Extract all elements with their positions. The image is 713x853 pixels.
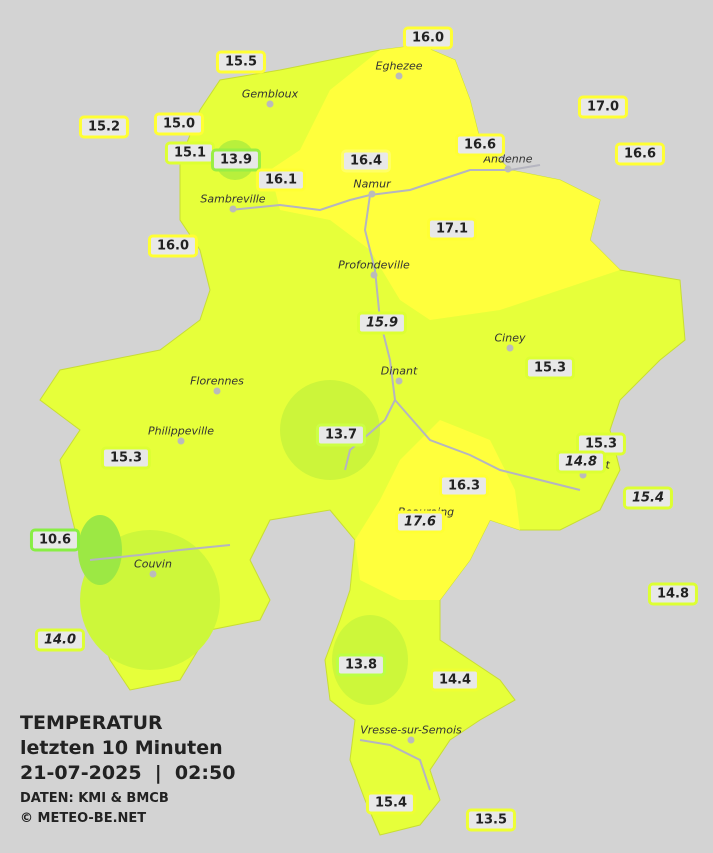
warm-zone bbox=[355, 420, 520, 600]
city-label: Couvin bbox=[134, 557, 172, 571]
station-temperature: 14.0 bbox=[34, 628, 86, 652]
city-dot bbox=[177, 437, 185, 445]
city-label: Profondeville bbox=[338, 258, 410, 272]
station-temperature: 16.0 bbox=[147, 234, 199, 258]
river bbox=[394, 399, 581, 491]
city-label: Florennes bbox=[190, 374, 244, 388]
city-dot bbox=[149, 570, 157, 578]
station-temperature: 17.0 bbox=[577, 95, 629, 119]
city-label: Namur bbox=[353, 177, 391, 191]
city-dot bbox=[266, 100, 274, 108]
river bbox=[229, 164, 541, 212]
station-temperature: 16.4 bbox=[340, 149, 392, 173]
city-dot bbox=[395, 377, 403, 385]
station-temperature: 14.8 bbox=[647, 582, 699, 606]
station-temperature: 17.1 bbox=[426, 217, 478, 241]
legend-datetime: 21-07-2025 | 02:50 bbox=[20, 762, 236, 784]
river bbox=[359, 739, 431, 791]
city-dot bbox=[368, 190, 376, 198]
city-label: Sambreville bbox=[200, 192, 266, 206]
station-temperature: 15.0 bbox=[153, 112, 205, 136]
station-temperature: 16.3 bbox=[438, 474, 490, 498]
city-dot bbox=[407, 736, 415, 744]
station-temperature: 15.5 bbox=[215, 50, 267, 74]
city-dot bbox=[213, 387, 221, 395]
city-label: Dinant bbox=[380, 364, 418, 378]
legend-period: letzten 10 Minuten bbox=[20, 737, 223, 759]
city-label: Ciney bbox=[494, 331, 526, 345]
legend-credit: © METEO-BE.NET bbox=[20, 811, 147, 826]
station-temperature: 13.8 bbox=[335, 653, 387, 677]
station-temperature: 16.1 bbox=[255, 168, 307, 192]
legend-source: DATEN: KMI & BMCB bbox=[20, 791, 169, 806]
station-temperature: 17.6 bbox=[394, 510, 446, 534]
city-dot bbox=[370, 271, 378, 279]
city-label: Philippeville bbox=[148, 424, 214, 438]
city-label: Eghezee bbox=[375, 59, 423, 73]
station-temperature: 15.9 bbox=[356, 311, 408, 335]
station-temperature: 13.9 bbox=[210, 148, 262, 172]
station-temperature: 14.8 bbox=[555, 450, 607, 474]
warm-zone bbox=[270, 45, 620, 320]
legend-title: TEMPERATUR bbox=[20, 712, 163, 734]
station-temperature: 13.7 bbox=[315, 423, 367, 447]
station-temperature: 15.4 bbox=[622, 486, 674, 510]
city-dot bbox=[504, 165, 512, 173]
station-temperature: 10.6 bbox=[29, 528, 81, 552]
city-dot bbox=[229, 205, 237, 213]
river bbox=[89, 544, 231, 561]
station-temperature: 14.4 bbox=[429, 668, 481, 692]
station-temperature: 16.6 bbox=[454, 133, 506, 157]
station-temperature: 15.3 bbox=[100, 446, 152, 470]
cool-zone bbox=[78, 515, 122, 585]
station-temperature: 15.2 bbox=[78, 115, 130, 139]
station-temperature: 15.1 bbox=[164, 141, 216, 165]
city-dot bbox=[395, 72, 403, 80]
station-temperature: 15.3 bbox=[524, 356, 576, 380]
station-temperature: 15.3 bbox=[575, 432, 627, 456]
city-dot bbox=[506, 344, 514, 352]
city-label: Gembloux bbox=[241, 87, 299, 101]
city-label: Vresse-sur-Semois bbox=[360, 723, 462, 737]
station-temperature: 13.5 bbox=[465, 808, 517, 832]
station-temperature: 16.6 bbox=[614, 142, 666, 166]
station-temperature: 15.4 bbox=[365, 791, 417, 815]
station-temperature: 16.0 bbox=[402, 26, 454, 50]
